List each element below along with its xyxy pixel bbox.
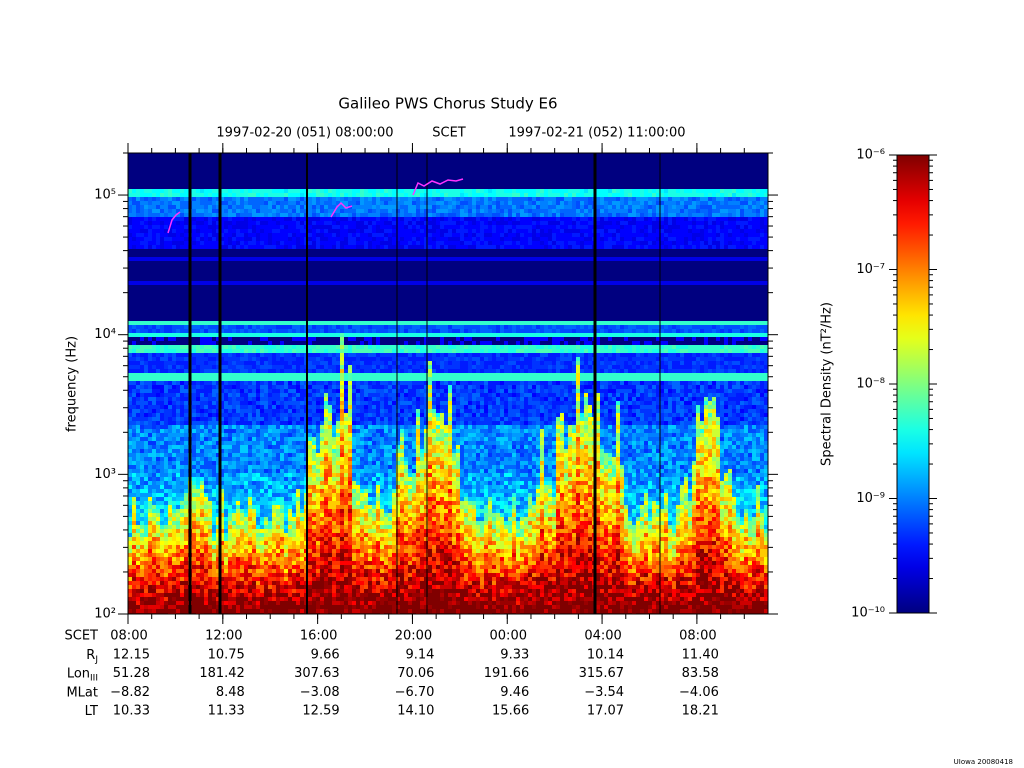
ephemeris-value: −8.82 (110, 685, 150, 700)
footer: UIowa 20080418 (954, 758, 1013, 766)
spectrogram-texture (128, 217, 768, 425)
ephemeris-value: 10.14 (587, 648, 624, 663)
ephemeris-value: 11.33 (208, 704, 245, 719)
x-tick-label: 16:00 (300, 629, 337, 644)
axes: 10² 10³ 10⁴ 10⁵ 08:00 12:00 16:00 20:00 00:00 04:… (66, 143, 778, 719)
spectrogram-texture (128, 425, 768, 525)
ephemeris-value: 70.06 (397, 666, 434, 681)
plot-frame (127, 152, 769, 615)
ephemeris-value: 9.33 (500, 648, 529, 663)
spectrogram-texture (128, 473, 760, 601)
ephemeris-value: 315.67 (579, 666, 625, 681)
ephemeris-value: −3.54 (584, 685, 624, 700)
ephemeris-value: 191.66 (484, 666, 530, 681)
y-tick-label: 10³ (94, 467, 116, 482)
chorus-trace (330, 201, 353, 218)
colorbar-tick-label: 10⁻¹⁰ (851, 606, 885, 621)
ephemeris-value: 9.14 (405, 648, 434, 663)
ephemeris-row-label-main: MLat (66, 685, 98, 700)
spectrogram-texture (128, 197, 768, 537)
ephemeris-value: 17.07 (587, 704, 624, 719)
ephemeris-value: 181.42 (199, 666, 245, 681)
ephemeris-value: 8.48 (216, 685, 245, 700)
ephemeris-value: 14.10 (397, 704, 434, 719)
ephemeris-time-label: SCET (65, 629, 99, 644)
ephemeris-row-label: LonIII (67, 666, 98, 683)
colorbar-tick-label: 10⁻⁸ (856, 377, 885, 392)
y-tick-label: 10² (94, 607, 116, 622)
ephemeris-value: 51.28 (113, 666, 150, 681)
ephemeris-row-label-main: LT (85, 704, 98, 719)
ephemeris-value: 10.75 (208, 648, 245, 663)
spectrogram-texture (128, 333, 764, 537)
x-tick-label: 08:00 (679, 629, 716, 644)
ephemeris-row-label-sub: III (90, 673, 98, 683)
subtitle-start: 1997-02-20 (051) 08:00:00 (216, 126, 393, 141)
colorbar-tick-label: 10⁻⁷ (856, 262, 885, 277)
subtitle-end: 1997-02-21 (052) 11:00:00 (508, 126, 685, 141)
ephemeris-value: 10.33 (113, 704, 150, 719)
chart-title: Galileo PWS Chorus Study E6 (338, 95, 557, 113)
ephemeris-value: 11.40 (682, 648, 719, 663)
ephemeris-row-label: RJ (86, 648, 98, 665)
ephemeris-value: 9.46 (500, 685, 529, 700)
x-tick-label: 20:00 (395, 629, 432, 644)
ephemeris-value: 307.63 (294, 666, 340, 681)
spectrogram-texture (132, 445, 768, 589)
ephemeris-row-label-main: Lon (67, 666, 90, 681)
ephemeris-value: −4.06 (679, 685, 719, 700)
y-tick-label: 10⁵ (94, 188, 116, 203)
x-tick-label: 04:00 (584, 629, 621, 644)
ephemeris-value: 9.66 (311, 648, 340, 663)
spectrogram-texture (132, 501, 768, 614)
subtitle-frame: SCET (432, 126, 466, 141)
ephemeris-row-label: LT (85, 704, 98, 719)
ephemeris-value: −3.08 (300, 685, 340, 700)
chorus-trace (167, 211, 181, 234)
ephemeris-value: 83.58 (682, 666, 719, 681)
colorbar-tick-label: 10⁻⁹ (856, 491, 885, 506)
ephemeris-value: −6.70 (395, 685, 435, 700)
colorbar (896, 154, 930, 614)
ephemeris-value: 18.21 (682, 704, 719, 719)
spectrogram (128, 153, 768, 614)
x-tick-label: 08:00 (110, 629, 147, 644)
ephemeris-value: 12.15 (113, 648, 150, 663)
chorus-trace (412, 178, 464, 196)
ephemeris-value: 15.66 (492, 704, 529, 719)
spectrogram-texture (132, 481, 768, 605)
x-tick-label: 12:00 (205, 629, 242, 644)
spectrogram-texture (128, 537, 768, 614)
ephemeris-row-label: MLat (66, 685, 98, 700)
ephemeris-row-label-main: R (86, 648, 95, 663)
ephemeris-row-label-sub: J (94, 655, 98, 665)
x-tick-label: 00:00 (490, 629, 527, 644)
colorbar-tick-label: 10⁻⁶ (856, 148, 885, 163)
ephemeris-value: 12.59 (302, 704, 339, 719)
y-axis-label: frequency (Hz) (65, 336, 80, 432)
colorbar-label: Spectral Density (nT²/Hz) (820, 302, 835, 466)
y-tick-label: 10⁴ (94, 327, 116, 342)
